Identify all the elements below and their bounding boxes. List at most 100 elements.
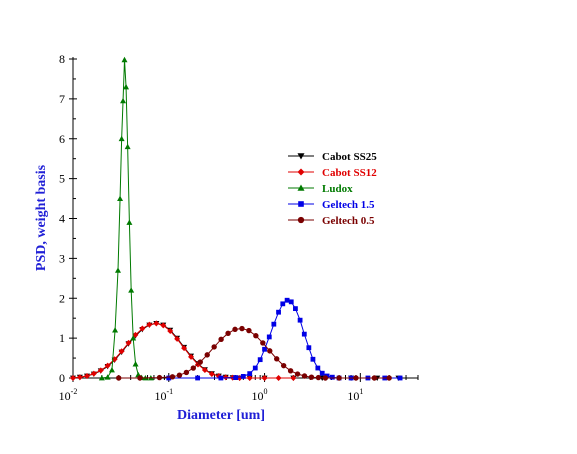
data-marker xyxy=(287,368,294,374)
data-marker xyxy=(132,361,139,367)
data-marker xyxy=(197,359,203,365)
data-marker xyxy=(274,356,280,362)
data-marker xyxy=(297,216,305,224)
x-tick-label: 10-2 xyxy=(59,387,78,403)
data-marker xyxy=(288,299,294,305)
data-marker xyxy=(108,367,115,373)
y-tick-label: 5 xyxy=(59,172,65,186)
series-line xyxy=(72,322,294,379)
data-marker xyxy=(329,374,335,380)
data-marker xyxy=(280,301,286,307)
data-marker xyxy=(156,374,163,381)
data-marker xyxy=(315,374,322,381)
legend-label: Ludox xyxy=(322,183,353,195)
x-axis-title: Diameter [um] xyxy=(177,408,265,423)
legend-item: Cabot SS12 xyxy=(288,167,377,179)
data-marker xyxy=(319,370,325,376)
data-marker xyxy=(297,168,305,176)
data-marker xyxy=(137,375,143,381)
data-marker xyxy=(208,371,215,378)
data-marker xyxy=(112,327,119,333)
data-marker xyxy=(247,371,253,377)
data-marker xyxy=(118,348,125,355)
data-marker xyxy=(262,346,267,352)
data-marker xyxy=(204,352,210,358)
data-marker xyxy=(271,321,277,327)
data-marker xyxy=(297,153,305,160)
data-marker xyxy=(276,309,281,315)
data-marker xyxy=(246,375,253,381)
data-marker xyxy=(260,340,266,346)
data-marker xyxy=(174,335,181,342)
data-marker xyxy=(153,320,160,327)
data-marker xyxy=(139,325,146,332)
data-marker xyxy=(353,375,359,381)
data-marker xyxy=(83,373,90,380)
data-marker xyxy=(284,297,290,303)
data-marker xyxy=(195,375,201,381)
data-marker xyxy=(128,287,135,293)
data-marker xyxy=(306,345,312,351)
data-marker xyxy=(266,334,272,340)
data-marker xyxy=(225,330,231,337)
data-marker xyxy=(267,348,273,354)
data-marker xyxy=(132,331,139,338)
data-marker xyxy=(252,365,258,371)
data-marker xyxy=(118,135,125,142)
data-marker xyxy=(233,375,239,381)
legend-label: Geltech 1.5 xyxy=(322,199,375,211)
data-marker xyxy=(218,375,224,381)
data-marker xyxy=(126,219,133,225)
data-marker xyxy=(98,375,105,381)
data-marker xyxy=(294,371,301,377)
data-marker xyxy=(124,143,131,150)
data-marker xyxy=(183,369,190,376)
y-tick-label: 1 xyxy=(59,331,65,345)
data-marker xyxy=(117,195,124,201)
data-marker xyxy=(130,335,137,341)
series-layer xyxy=(70,56,403,381)
data-marker xyxy=(297,184,305,191)
data-marker xyxy=(310,356,316,362)
data-marker xyxy=(222,374,229,381)
y-tick-label: 0 xyxy=(59,371,65,385)
data-marker xyxy=(297,317,303,323)
data-marker xyxy=(293,306,298,312)
data-marker xyxy=(121,56,128,63)
data-marker xyxy=(104,374,111,380)
data-marker xyxy=(246,327,252,334)
series-geltech-0-5 xyxy=(115,325,392,381)
data-marker xyxy=(114,267,121,273)
data-marker xyxy=(253,333,259,339)
y-tick-label: 4 xyxy=(59,212,65,226)
data-marker xyxy=(167,327,174,334)
y-tick-label: 6 xyxy=(59,132,65,146)
data-marker xyxy=(239,325,245,332)
data-marker xyxy=(123,83,130,90)
data-marker xyxy=(76,374,83,381)
data-marker xyxy=(169,374,176,380)
data-marker xyxy=(240,374,246,379)
data-marker xyxy=(104,362,111,369)
data-marker xyxy=(97,367,104,374)
y-axis-title: PSD, weight basis xyxy=(34,164,49,271)
data-marker xyxy=(181,345,188,352)
data-marker xyxy=(70,375,76,381)
data-marker xyxy=(280,362,287,369)
data-marker xyxy=(125,339,132,346)
data-marker xyxy=(90,370,97,377)
data-marker xyxy=(315,365,321,371)
data-marker xyxy=(298,201,304,207)
x-tick-label: 10-1 xyxy=(154,387,173,403)
data-marker xyxy=(232,326,238,333)
legend: Cabot SS25 Cabot SS12 Ludox Geltech 1.5 Gelt… xyxy=(288,151,377,227)
legend-item: Geltech 0.5 xyxy=(288,215,375,227)
data-marker xyxy=(397,375,403,381)
data-marker xyxy=(211,344,217,350)
data-marker xyxy=(201,367,208,374)
y-tick-label: 8 xyxy=(59,52,65,66)
data-marker xyxy=(261,375,268,381)
legend-label: Cabot SS12 xyxy=(322,167,377,179)
axes: 0 1 2 3 4 5 6 7 8 10-2 10-1 100 101 xyxy=(59,52,419,403)
